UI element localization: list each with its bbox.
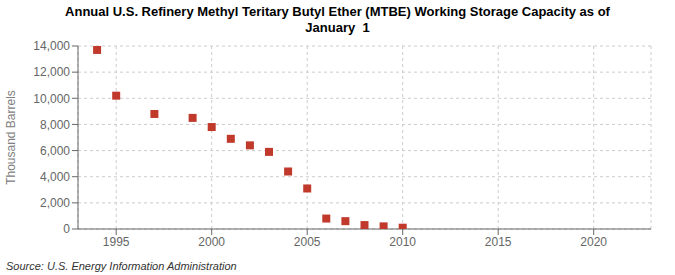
svg-text:Thousand Barrels: Thousand Barrels <box>8 90 18 185</box>
svg-text:14,000: 14,000 <box>33 39 70 53</box>
svg-text:4,000: 4,000 <box>40 170 70 184</box>
svg-text:2020: 2020 <box>580 235 607 249</box>
html-text:January 1: January 1 <box>305 20 370 35</box>
svg-text:0: 0 <box>63 222 70 236</box>
svg-text:12,000: 12,000 <box>33 65 70 79</box>
svg-text:6,000: 6,000 <box>40 144 70 158</box>
svg-text:10,000: 10,000 <box>33 92 70 106</box>
svg-text:2000: 2000 <box>198 235 225 249</box>
svg-text:2005: 2005 <box>294 235 321 249</box>
html-text:Source: U.S. Energy Informatio: Source: U.S. Energy Information Administ… <box>6 260 237 272</box>
svg-text:8,000: 8,000 <box>40 118 70 132</box>
svg-text:2015: 2015 <box>485 235 512 249</box>
svg-text:2,000: 2,000 <box>40 196 70 210</box>
svg-text:2010: 2010 <box>389 235 416 249</box>
html-text:Annual U.S. Refinery Methyl Te: Annual U.S. Refinery Methyl Teritary But… <box>65 4 610 19</box>
svg-text:1995: 1995 <box>103 235 130 249</box>
